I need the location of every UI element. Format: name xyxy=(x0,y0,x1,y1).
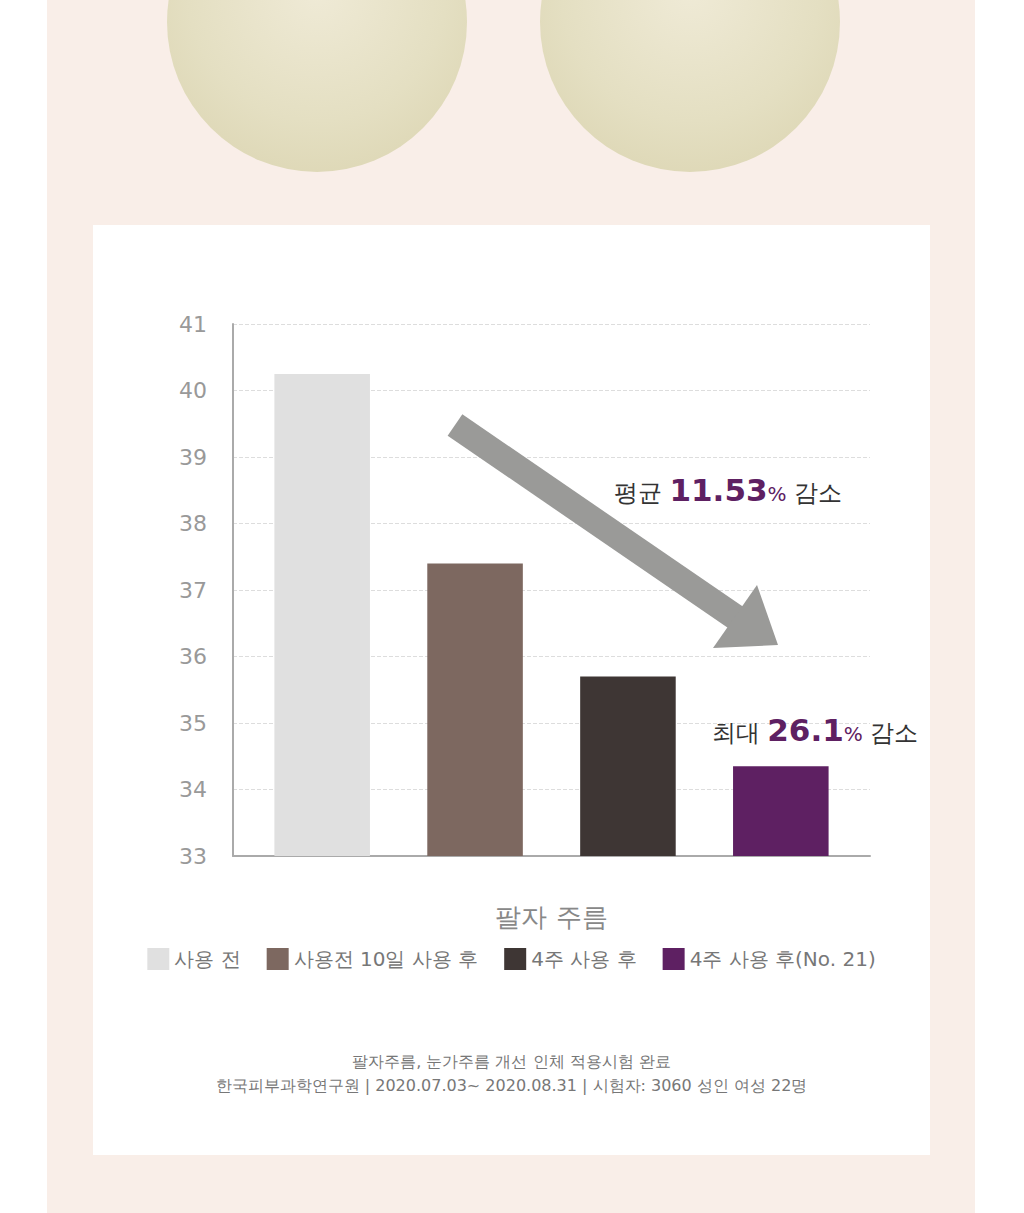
svg-text:39: 39 xyxy=(179,445,207,470)
svg-text:37: 37 xyxy=(179,578,207,603)
html-text:평균11.53%감소: 평균11.53%감소 xyxy=(613,471,843,508)
svg-text:사용 전: 사용 전 xyxy=(174,947,240,971)
html-text:최대26.1%감소: 최대26.1%감소 xyxy=(711,711,919,748)
svg-text:36: 36 xyxy=(179,644,207,669)
svg-text:33: 33 xyxy=(179,844,207,869)
svg-text:팔자 주름: 팔자 주름 xyxy=(495,902,607,932)
html-text:팔자주름, 눈가주름 개선 인체 적용시험 완료: 팔자주름, 눈가주름 개선 인체 적용시험 완료 xyxy=(352,1052,671,1071)
svg-text:38: 38 xyxy=(179,511,207,536)
svg-text:40: 40 xyxy=(179,378,207,403)
html-text:한국피부과학연구원 | 2020.07.03~ 2020.0: 한국피부과학연구원 | 2020.07.03~ 2020.08.31 | 시험자… xyxy=(215,1076,808,1095)
svg-text:4주 사용 후(No. 21): 4주 사용 후(No. 21) xyxy=(690,947,876,971)
svg-text:사용전 10일 사용 후: 사용전 10일 사용 후 xyxy=(294,947,479,971)
svg-text:4주 사용 후: 4주 사용 후 xyxy=(531,947,636,971)
svg-text:41: 41 xyxy=(179,312,207,337)
svg-text:34: 34 xyxy=(179,777,207,802)
svg-text:35: 35 xyxy=(179,711,207,736)
